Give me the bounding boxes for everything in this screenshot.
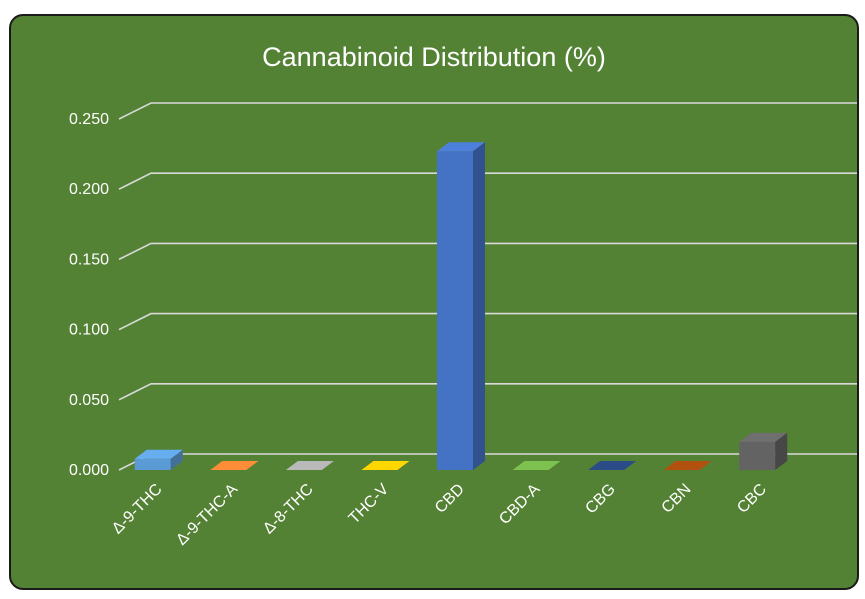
bar-top xyxy=(437,142,485,152)
y-tick-label: 0.000 xyxy=(69,462,109,479)
bar-top xyxy=(588,461,637,470)
y-tick-label: 0.100 xyxy=(69,322,109,339)
y-tick-label: 0.150 xyxy=(69,251,109,268)
bar-side xyxy=(473,142,485,470)
bar-top xyxy=(512,461,561,470)
bar-chart: 0.000 0.050 0.100 0.150 0.200 0.250 Δ-9-THC Δ-9… xyxy=(69,102,857,549)
y-tick-label: 0.050 xyxy=(69,392,109,409)
y-tick-label: 0.250 xyxy=(69,111,109,128)
bar-top xyxy=(134,449,183,459)
bar xyxy=(739,441,776,470)
chart-frame: Cannabinoid Distribution (%) 0.000 0.050 0… xyxy=(9,14,859,590)
x-tick-label: THC-V xyxy=(346,481,393,528)
bar-top xyxy=(210,461,259,470)
bar xyxy=(134,458,171,470)
gridline xyxy=(118,102,857,120)
bar-top xyxy=(361,461,410,470)
x-tick-label: CBN xyxy=(659,481,695,517)
bar-top xyxy=(739,432,788,442)
x-tick-label: CBG xyxy=(582,481,619,518)
gridline xyxy=(118,383,857,401)
gridline xyxy=(118,242,857,261)
gridline xyxy=(118,172,857,190)
bar-side xyxy=(170,449,183,470)
x-tick-label: Δ-8-THC xyxy=(260,481,317,538)
x-tick-label: CBC xyxy=(734,481,770,517)
bar-top xyxy=(663,461,712,470)
x-tick-label: CBD xyxy=(432,481,468,517)
bar-top xyxy=(285,461,334,470)
bar xyxy=(437,151,473,471)
bar-side xyxy=(775,432,788,470)
gridline xyxy=(118,312,857,331)
x-tick-label: Δ-9-THC-A xyxy=(173,481,241,549)
chart-title: Cannabinoid Distribution (%) xyxy=(262,42,606,72)
x-tick-label: Δ-9-THC xyxy=(109,481,166,538)
x-tick-label: CBD-A xyxy=(496,481,543,528)
y-tick-label: 0.200 xyxy=(69,181,109,198)
